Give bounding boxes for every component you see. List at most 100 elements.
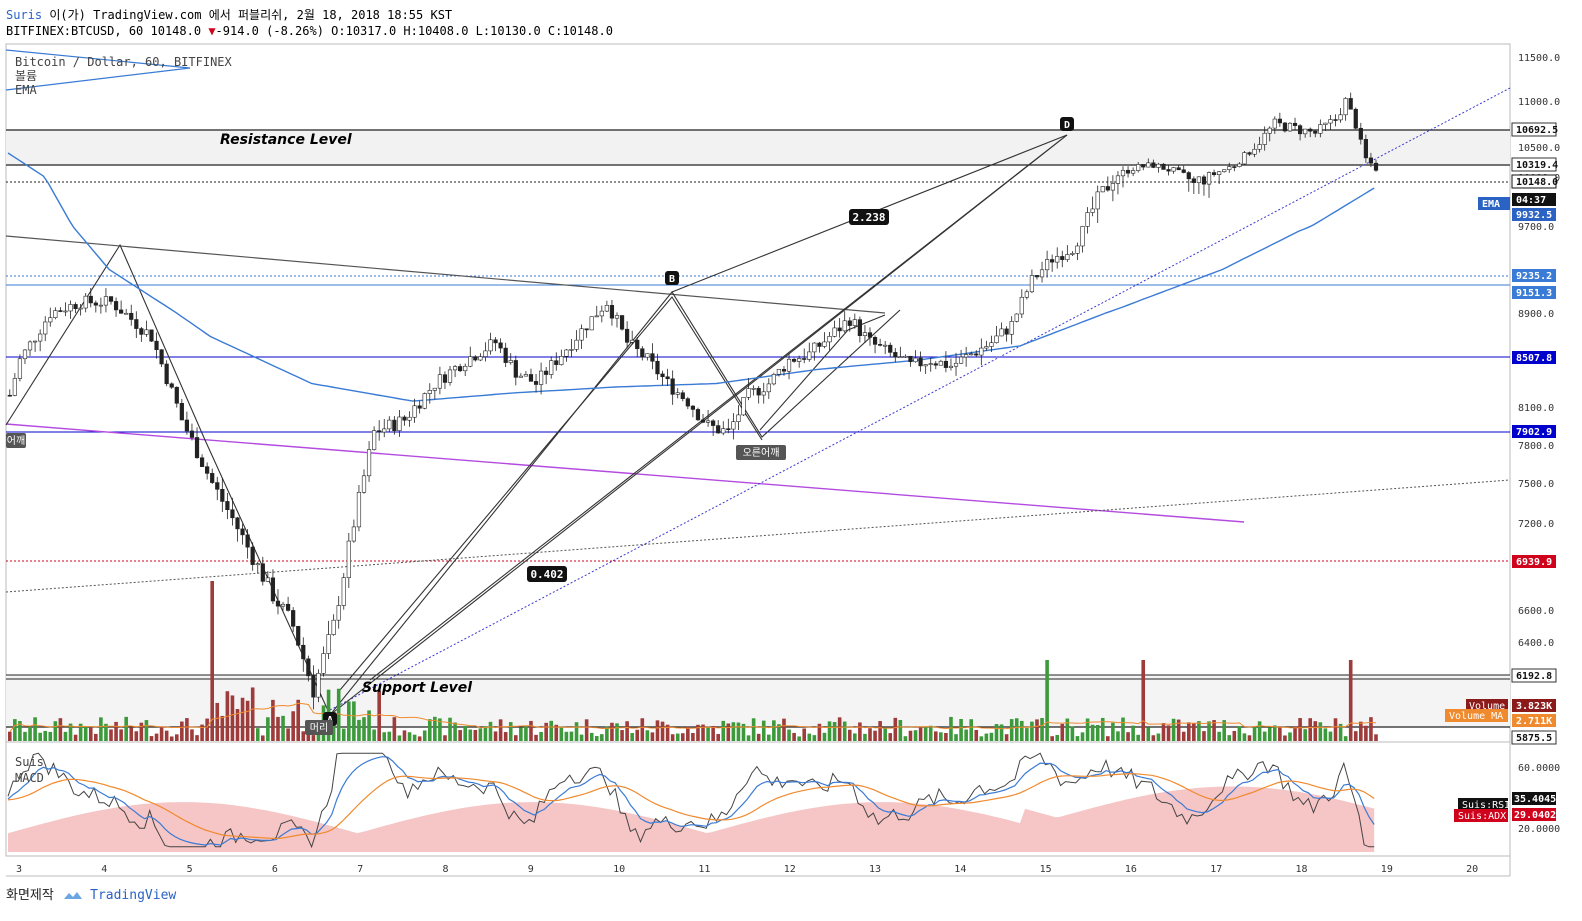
candle xyxy=(498,342,503,349)
volume-bar xyxy=(1151,735,1156,741)
candle xyxy=(999,328,1004,337)
volume-bar xyxy=(842,721,847,741)
publisher-name[interactable]: Suris xyxy=(6,8,43,22)
candle xyxy=(989,342,994,347)
candle xyxy=(923,364,928,367)
volume-bar xyxy=(402,730,407,741)
candle xyxy=(898,356,903,359)
candle xyxy=(625,328,630,343)
volume-bar xyxy=(139,722,144,741)
fib-ratio-2238[interactable]: 2.238 xyxy=(849,209,889,225)
candle xyxy=(918,357,923,367)
candle xyxy=(1298,125,1303,135)
candle xyxy=(260,563,265,582)
left-shoulder-label: 어깨 xyxy=(6,433,26,448)
volume-bar xyxy=(767,734,771,741)
candle xyxy=(164,363,169,385)
volume-bar xyxy=(883,728,887,741)
point-b[interactable]: B xyxy=(665,271,679,285)
candle xyxy=(1055,256,1060,263)
candle xyxy=(326,634,331,654)
candle xyxy=(705,420,711,423)
candle xyxy=(958,356,964,364)
svg-text:9151.3: 9151.3 xyxy=(1516,288,1552,299)
volume-bar xyxy=(979,736,984,741)
signal-line xyxy=(7,772,1375,840)
candle xyxy=(538,370,544,385)
candle xyxy=(68,304,73,312)
volume-bar xyxy=(1318,722,1323,741)
volume-bar xyxy=(792,732,796,741)
candle xyxy=(670,378,675,395)
volume-bar xyxy=(306,734,311,741)
candle xyxy=(943,360,948,368)
candle xyxy=(604,305,609,312)
candle xyxy=(296,625,301,646)
volume-bar xyxy=(341,728,346,741)
volume-bar xyxy=(635,729,640,741)
candle xyxy=(341,577,346,606)
candle xyxy=(468,356,473,367)
volume-bar xyxy=(13,719,17,741)
candle xyxy=(291,610,296,627)
legend-ema[interactable]: EMA xyxy=(15,83,37,97)
volume-bar xyxy=(291,711,295,741)
candle xyxy=(220,488,225,502)
footer-brand[interactable]: TradingView xyxy=(90,888,177,903)
volume-bar xyxy=(1050,736,1054,741)
volume-bar xyxy=(1070,726,1075,741)
candle xyxy=(528,374,534,382)
candle xyxy=(655,360,660,375)
volume-bar xyxy=(261,735,265,741)
volume-bar xyxy=(164,730,169,741)
legend-macd[interactable]: MACD xyxy=(15,771,44,785)
volume-bar xyxy=(620,730,624,741)
candle xyxy=(159,349,164,365)
candle xyxy=(1181,169,1186,173)
legend-series[interactable]: Bitcoin / Dollar, 60, BITFINEX xyxy=(15,55,232,69)
volume-bar xyxy=(802,728,807,741)
candle xyxy=(144,329,149,335)
svg-text:EMA: EMA xyxy=(1482,199,1500,210)
candle xyxy=(372,430,377,450)
volume-bar xyxy=(615,723,619,741)
candle xyxy=(771,374,776,385)
volume-bar xyxy=(473,729,478,741)
candle xyxy=(913,357,918,363)
candle xyxy=(93,302,98,306)
volume-bar xyxy=(468,729,473,741)
svg-text:29.0402: 29.0402 xyxy=(1514,810,1556,821)
fib-ratio-0402[interactable]: 0.402 xyxy=(527,566,567,582)
volume-bar xyxy=(1161,723,1166,741)
candle xyxy=(321,653,326,674)
candle xyxy=(1186,172,1191,180)
volume-bar xyxy=(427,719,432,741)
candle xyxy=(119,309,124,314)
volume-bar xyxy=(1014,718,1019,741)
volume-bar xyxy=(438,718,442,741)
symbol-line: BITFINEX:BTCUSD, 60 10148.0 ▼-914.0 (-8.… xyxy=(6,24,613,38)
point-d[interactable]: D xyxy=(1060,117,1074,131)
candle xyxy=(1272,118,1277,129)
candle xyxy=(969,353,974,356)
volume-bar xyxy=(1247,735,1252,741)
volume-bar xyxy=(1374,734,1378,741)
candle xyxy=(746,388,751,398)
candle xyxy=(417,405,422,409)
candle xyxy=(179,402,184,421)
svg-text:Volume MA: Volume MA xyxy=(1449,711,1503,722)
x-tick-label: 18 xyxy=(1296,864,1308,875)
tradingview-logo-icon xyxy=(63,891,82,899)
legend-volume[interactable]: 볼륨 xyxy=(15,69,38,83)
volume-bar xyxy=(665,724,670,741)
x-tick-label: 6 xyxy=(272,864,278,875)
rsi-line xyxy=(7,752,1375,849)
candle xyxy=(452,366,458,371)
volume-bar xyxy=(119,729,123,741)
volume-bar xyxy=(478,728,483,741)
legend-suis[interactable]: Suis xyxy=(15,755,44,769)
candle xyxy=(38,333,43,342)
volume-bar xyxy=(873,730,877,741)
candle xyxy=(503,347,508,363)
